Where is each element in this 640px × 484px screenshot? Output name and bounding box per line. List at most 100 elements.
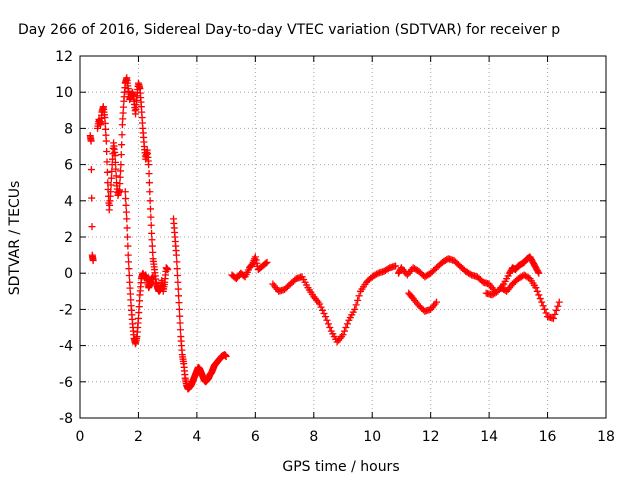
y-axis-label: SDTVAR / TECUs [7, 181, 23, 296]
data-point [552, 306, 560, 314]
data-point [135, 303, 143, 311]
data-point [316, 300, 324, 308]
data-point [326, 324, 334, 331]
data-point [124, 251, 132, 259]
data-point [107, 181, 115, 189]
x-tick-label: 2 [134, 429, 143, 445]
data-point [117, 161, 125, 169]
data-point [127, 296, 135, 304]
data-point [176, 326, 184, 334]
data-point [534, 268, 542, 276]
y-tick-label: 2 [64, 230, 73, 246]
data-point [126, 290, 134, 298]
data-point [354, 296, 362, 304]
data-point [174, 285, 182, 293]
data-point [107, 188, 115, 196]
data-point [175, 299, 183, 307]
x-tick-label: 14 [480, 429, 498, 445]
data-point [111, 158, 119, 166]
data-point [125, 265, 133, 273]
data-points [86, 74, 563, 393]
data-point [539, 302, 547, 310]
y-tick-label: 12 [55, 49, 73, 65]
data-point [532, 284, 540, 292]
data-point [147, 213, 155, 221]
data-point [118, 141, 126, 149]
data-point [89, 257, 97, 265]
data-point [317, 303, 325, 311]
data-point [87, 137, 95, 145]
data-point [118, 131, 126, 139]
data-point [101, 119, 109, 127]
data-point [541, 305, 549, 313]
data-point [340, 327, 348, 335]
plot-frame [79, 55, 607, 419]
data-point [173, 265, 181, 273]
data-point [149, 248, 157, 256]
data-point [263, 258, 271, 266]
data-point [175, 292, 183, 300]
data-point [108, 167, 116, 175]
chart-title: Day 266 of 2016, Sidereal Day-to-day VTE… [18, 22, 560, 38]
x-tick-label: 12 [422, 429, 440, 445]
data-point [533, 287, 541, 295]
data-point [145, 170, 153, 178]
y-tick-label: 6 [64, 158, 73, 174]
data-point [175, 305, 183, 313]
data-point [251, 253, 259, 261]
x-tick-label: 10 [363, 429, 381, 445]
data-point [145, 161, 153, 169]
data-point [146, 188, 154, 196]
data-point [112, 172, 120, 180]
data-point [101, 114, 109, 122]
data-point [111, 152, 119, 160]
data-point [262, 259, 270, 267]
y-tick-label: 8 [64, 121, 73, 137]
data-point [123, 224, 131, 232]
y-tick-label: -8 [59, 411, 73, 427]
data-point [554, 302, 562, 310]
data-point [122, 195, 130, 203]
data-point [117, 151, 125, 159]
data-point [319, 306, 327, 314]
data-point [355, 292, 363, 300]
data-point [252, 256, 260, 264]
data-point [125, 271, 133, 279]
data-point [124, 242, 132, 250]
data-point [102, 131, 110, 139]
data-point [88, 194, 96, 202]
data-point [135, 309, 143, 317]
data-point [174, 271, 182, 279]
data-point [123, 215, 131, 223]
data-point [253, 259, 261, 267]
data-point [126, 284, 134, 292]
axis-ticks: 0 2 4 6 8 10 12 14 16 18 -8 -6 -4 -2 0 2 4 6 8 10 12 [55, 49, 615, 445]
data-point [173, 258, 181, 266]
data-point [117, 167, 125, 175]
data-point [549, 314, 557, 322]
data-point [145, 179, 153, 187]
data-point [538, 298, 546, 306]
x-tick-label: 0 [76, 429, 85, 445]
grid [80, 56, 606, 418]
data-point [134, 314, 142, 322]
x-axis-label: GPS time / hours [282, 459, 399, 475]
data-point [321, 313, 329, 321]
data-point [343, 320, 351, 328]
data-point [535, 291, 543, 299]
y-tick-label: -4 [59, 339, 73, 355]
data-point [102, 137, 110, 145]
data-point [352, 301, 360, 309]
data-point [536, 295, 544, 303]
data-point [119, 103, 127, 111]
x-tick-label: 18 [597, 429, 615, 445]
data-point [339, 331, 347, 339]
x-tick-label: 16 [539, 429, 557, 445]
data-point [351, 305, 359, 313]
data-point [126, 278, 134, 286]
data-point [222, 352, 230, 360]
data-point [116, 173, 124, 181]
data-point [320, 309, 328, 317]
data-point [88, 223, 96, 231]
data-point [148, 236, 156, 244]
